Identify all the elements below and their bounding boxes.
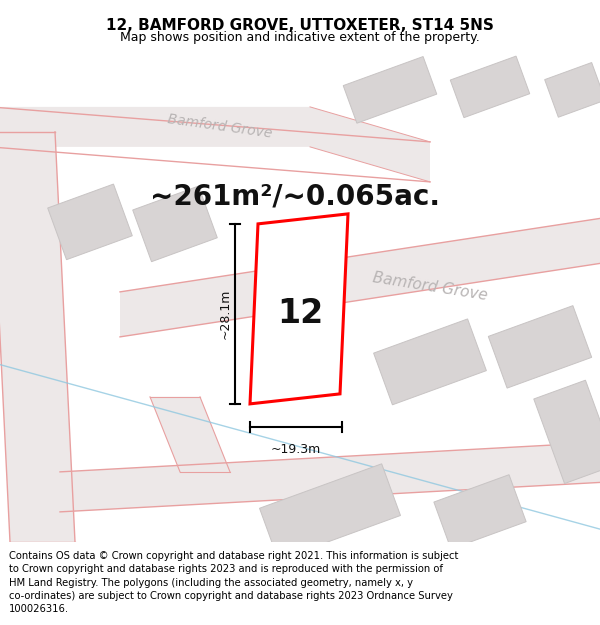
Polygon shape — [0, 132, 75, 542]
Polygon shape — [60, 442, 600, 512]
Text: Bamford Grove: Bamford Grove — [167, 112, 273, 141]
Polygon shape — [343, 56, 437, 123]
Polygon shape — [150, 397, 230, 472]
Polygon shape — [534, 380, 600, 484]
Text: ~261m²/~0.065ac.: ~261m²/~0.065ac. — [150, 183, 440, 211]
Text: Contains OS data © Crown copyright and database right 2021. This information is : Contains OS data © Crown copyright and d… — [9, 551, 458, 614]
Text: ~28.1m: ~28.1m — [218, 289, 232, 339]
Polygon shape — [133, 186, 217, 262]
Text: 12, BAMFORD GROVE, UTTOXETER, ST14 5NS: 12, BAMFORD GROVE, UTTOXETER, ST14 5NS — [106, 18, 494, 32]
Polygon shape — [434, 475, 526, 549]
Polygon shape — [545, 62, 600, 118]
Polygon shape — [120, 217, 600, 337]
Text: ~19.3m: ~19.3m — [271, 443, 321, 456]
Polygon shape — [374, 319, 487, 405]
Text: 12: 12 — [277, 298, 323, 331]
Polygon shape — [488, 306, 592, 388]
Polygon shape — [0, 107, 430, 182]
Polygon shape — [250, 214, 348, 404]
Polygon shape — [48, 184, 132, 259]
Polygon shape — [450, 56, 530, 118]
Text: Map shows position and indicative extent of the property.: Map shows position and indicative extent… — [120, 31, 480, 44]
Polygon shape — [260, 464, 400, 560]
Text: Bamford Grove: Bamford Grove — [371, 271, 488, 303]
